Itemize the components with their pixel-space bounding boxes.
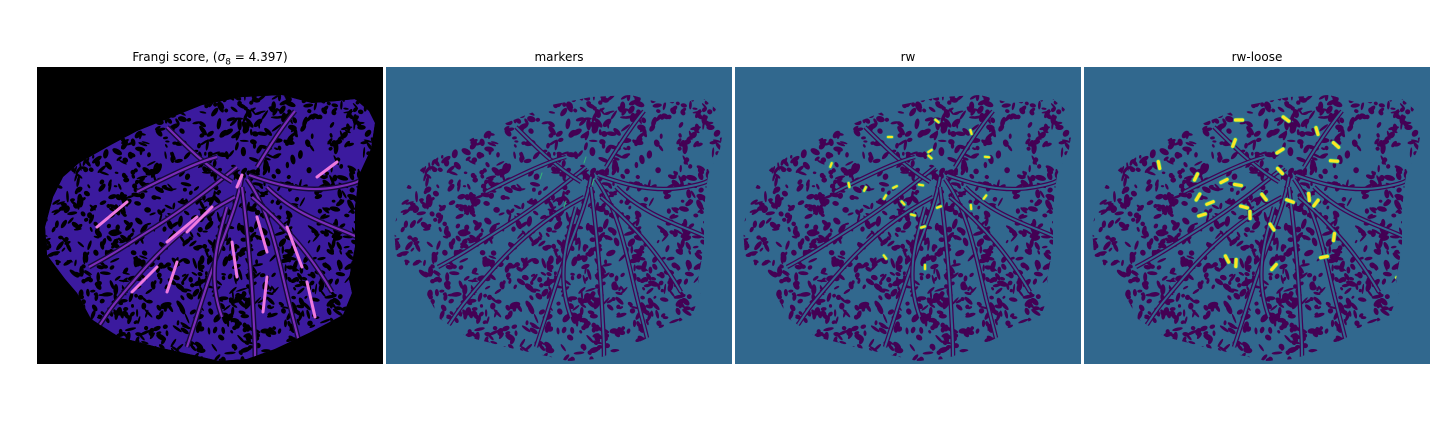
panel-title-rw: rw — [900, 50, 916, 64]
panel-title-markers: markers — [534, 50, 584, 64]
panel-rw-loose-image — [1084, 67, 1430, 364]
rw-image — [735, 67, 1081, 364]
frangi-image — [37, 67, 383, 364]
panel-markers-image — [386, 67, 732, 364]
panel-title-frangi: Frangi score, (σ8 = 4.397) — [132, 50, 288, 68]
panel-frangi-image — [37, 67, 383, 364]
rw-loose-image — [1084, 67, 1430, 364]
markers-image — [386, 67, 732, 364]
panel-rw-image — [735, 67, 1081, 364]
panel-title-rw-loose: rw-loose — [1231, 50, 1283, 64]
